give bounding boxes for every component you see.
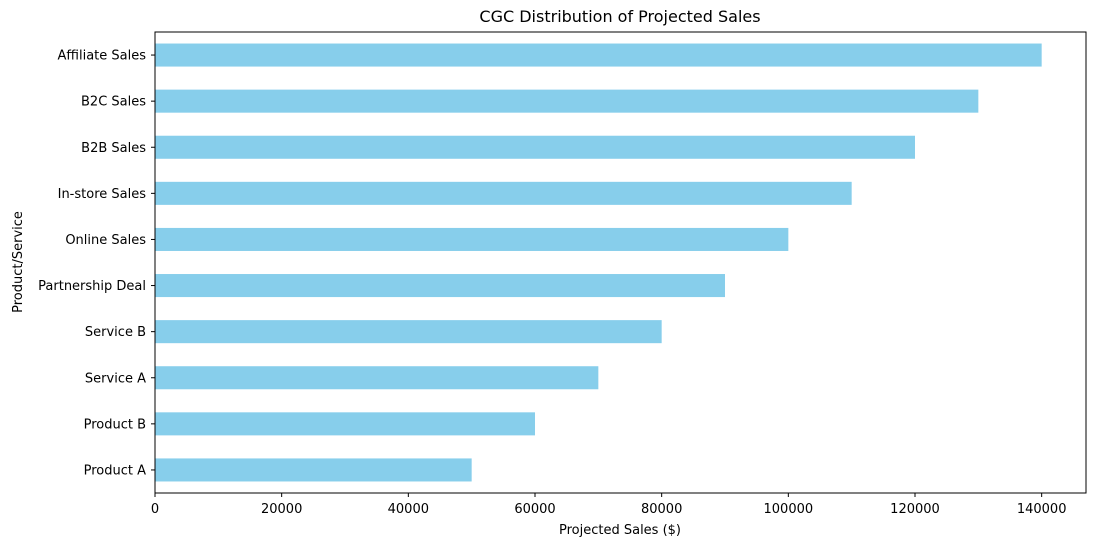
bar-affiliate-sales	[155, 43, 1042, 67]
bar-b2c-sales	[155, 89, 979, 113]
x-tick-label: 20000	[261, 502, 302, 517]
x-tick-label: 140000	[1017, 502, 1067, 517]
y-tick-label: Service A	[85, 371, 146, 386]
y-tick-label: Partnership Deal	[38, 279, 146, 294]
x-tick-label: 0	[151, 502, 159, 517]
y-tick-label: In-store Sales	[58, 187, 147, 202]
y-tick-label: Online Sales	[65, 233, 146, 248]
x-tick-label: 60000	[514, 502, 555, 517]
bars-group	[155, 43, 1042, 482]
bar-product-b	[155, 412, 535, 436]
bar-b2b-sales	[155, 135, 915, 159]
y-tick-label: B2B Sales	[81, 141, 146, 156]
bar-partnership-deal	[155, 274, 725, 298]
bar-service-b	[155, 320, 662, 344]
x-tick-label: 40000	[388, 502, 429, 517]
y-axis-title: Product/Service	[11, 211, 26, 313]
chart-title: CGC Distribution of Projected Sales	[479, 7, 760, 26]
x-axis-title: Projected Sales ($)	[559, 523, 681, 538]
plot-frame	[154, 31, 1087, 494]
x-axis-ticks: 0 20000 40000 60000 80000 100000 120000 140000	[151, 493, 1067, 517]
bar-online-sales	[155, 227, 789, 251]
y-tick-label: Service B	[85, 325, 146, 340]
y-tick-label: B2C Sales	[81, 95, 146, 110]
y-tick-label: Affiliate Sales	[58, 49, 147, 64]
y-axis-ticks: Product A Product B Service A Service B Part…	[38, 49, 155, 478]
bar-product-a	[155, 458, 472, 482]
bar-in-store-sales	[155, 181, 852, 205]
bar-service-a	[155, 366, 599, 390]
y-tick-label: Product A	[84, 463, 146, 478]
x-tick-label: 80000	[641, 502, 682, 517]
x-tick-label: 100000	[764, 502, 814, 517]
y-tick-label: Product B	[84, 417, 146, 432]
x-tick-label: 120000	[890, 502, 940, 517]
